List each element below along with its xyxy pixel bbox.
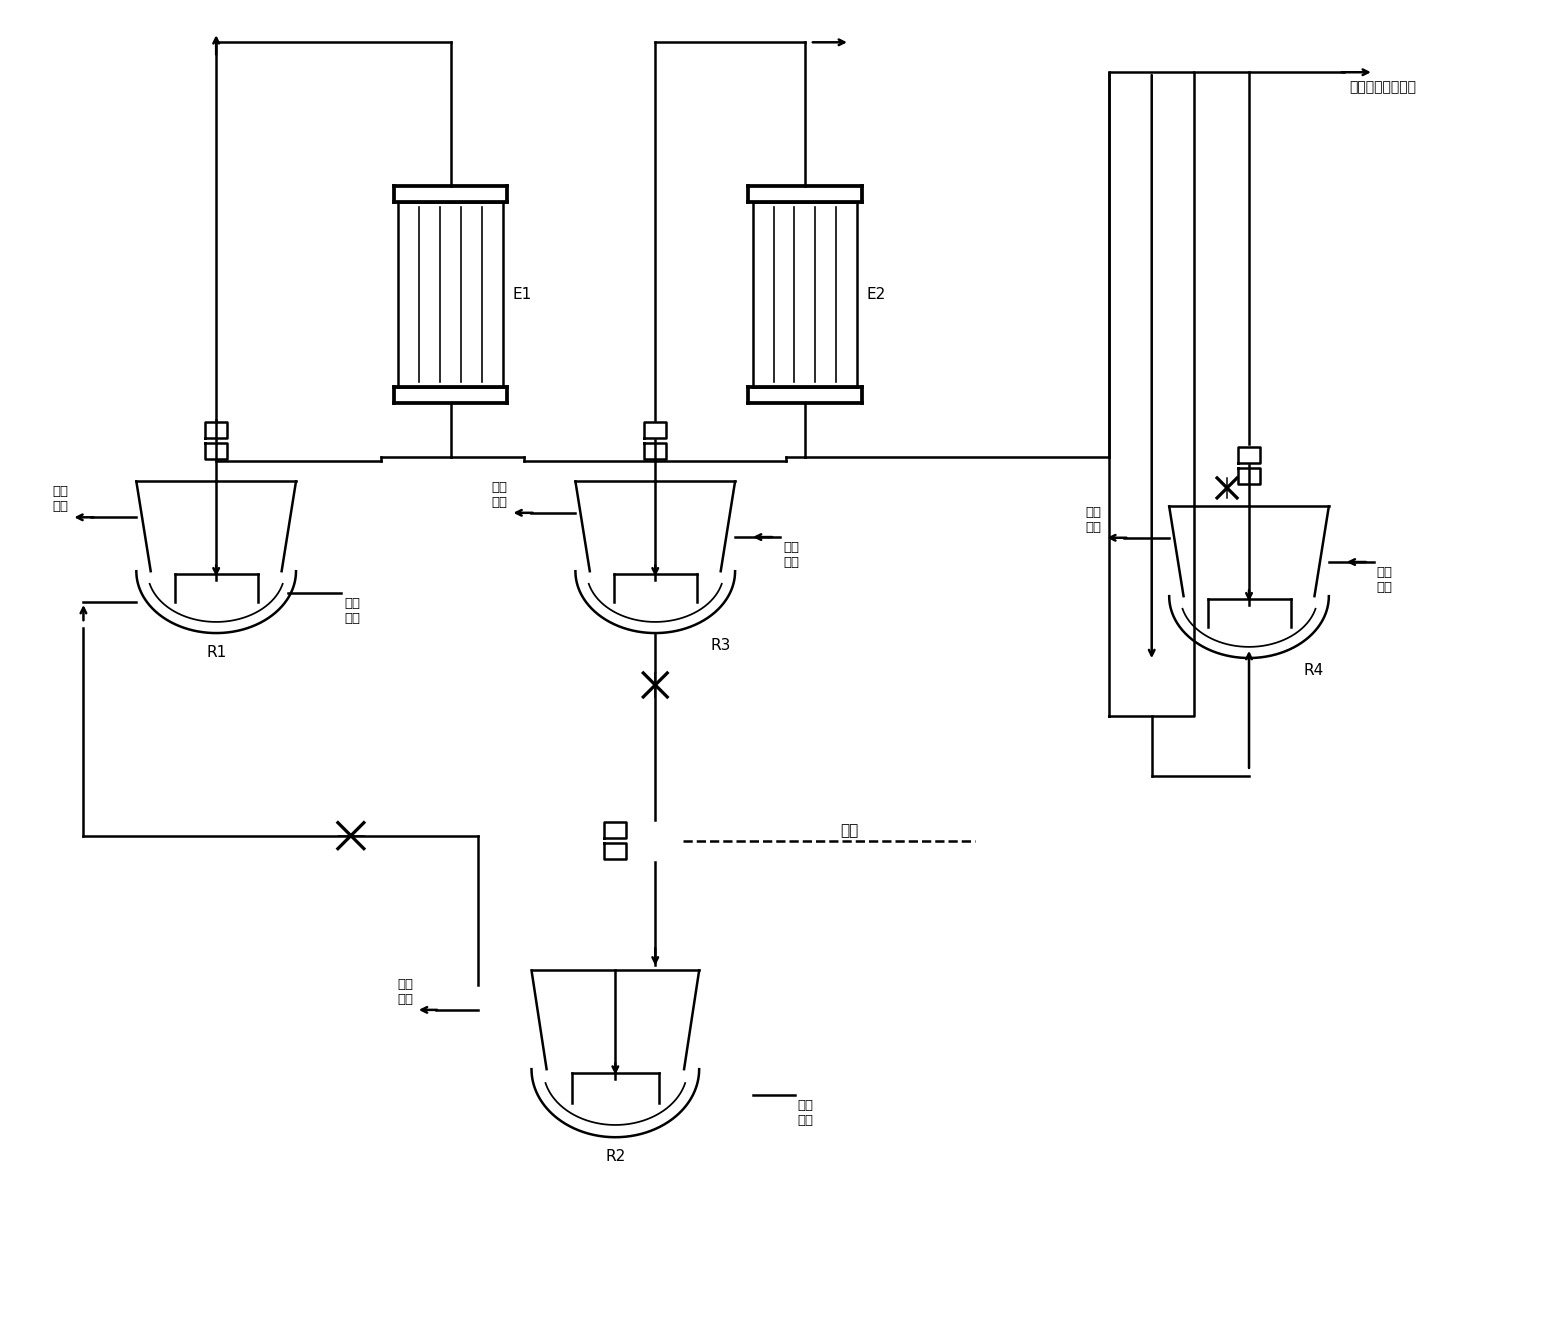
Text: 盐水
出口: 盐水 出口 bbox=[492, 481, 508, 509]
Text: E2: E2 bbox=[868, 287, 886, 302]
Text: R1: R1 bbox=[206, 645, 227, 660]
Text: 盐水
出口: 盐水 出口 bbox=[1085, 506, 1102, 534]
Text: 蒸气
进口: 蒸气 进口 bbox=[397, 978, 413, 1006]
Text: 盐水
进口: 盐水 进口 bbox=[784, 541, 799, 569]
Text: R2: R2 bbox=[605, 1149, 625, 1164]
Text: 蒸气
进口: 蒸气 进口 bbox=[53, 485, 68, 513]
Text: 氮气: 氮气 bbox=[841, 823, 858, 838]
Text: 蒸气
出口: 蒸气 出口 bbox=[798, 1100, 813, 1128]
Text: R4: R4 bbox=[1304, 663, 1324, 677]
Text: 盐水
进口: 盐水 进口 bbox=[1377, 566, 1392, 595]
Text: 蒸气
出口: 蒸气 出口 bbox=[345, 597, 360, 625]
Text: R3: R3 bbox=[711, 639, 731, 653]
Text: 碱处理后高空排放: 碱处理后高空排放 bbox=[1349, 80, 1415, 95]
Text: E1: E1 bbox=[512, 287, 532, 302]
